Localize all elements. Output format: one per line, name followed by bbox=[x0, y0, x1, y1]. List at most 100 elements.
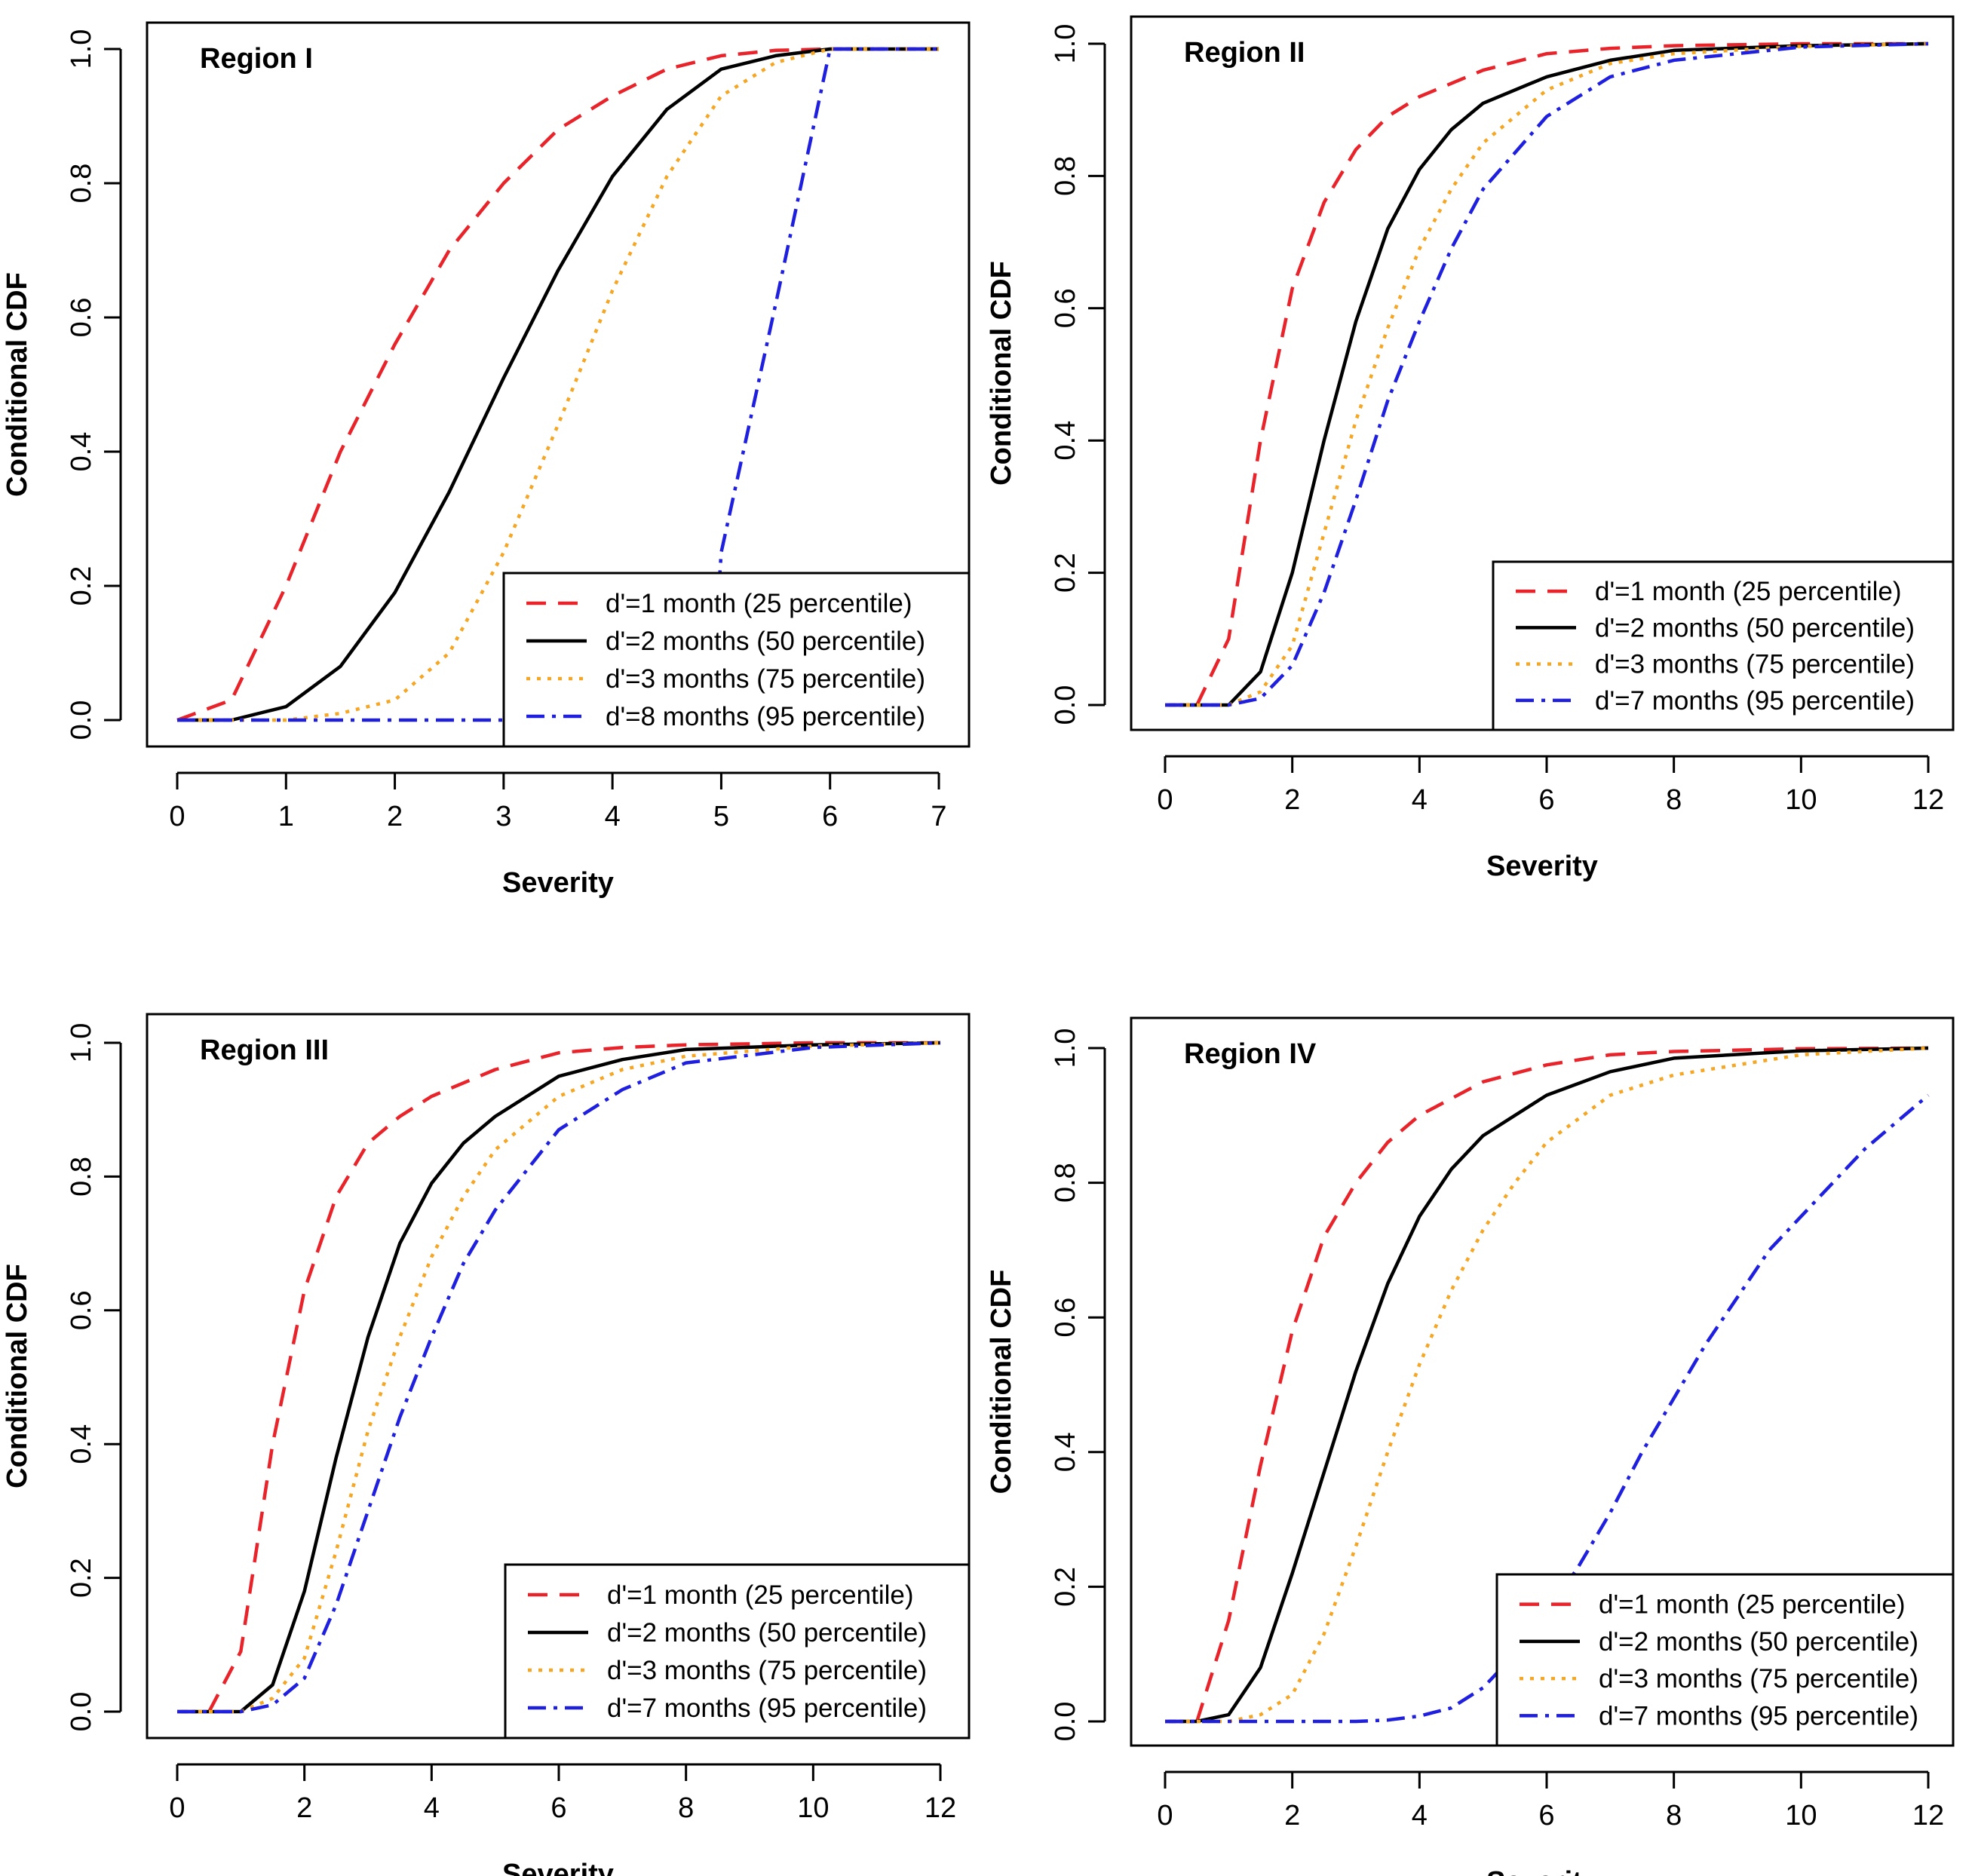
x-tick-label: 0 bbox=[1157, 1800, 1173, 1832]
x-tick-label: 12 bbox=[925, 1792, 956, 1824]
y-tick-label: 1.0 bbox=[66, 1023, 97, 1063]
series-line-2 bbox=[177, 1041, 941, 1714]
x-tick-label: 4 bbox=[1412, 1800, 1428, 1832]
x-tick-label: 8 bbox=[678, 1792, 694, 1824]
y-tick-label: 0.4 bbox=[1050, 421, 1081, 461]
y-tick-label: 0.0 bbox=[66, 700, 97, 740]
series-line-2 bbox=[177, 47, 939, 722]
legend-entry: d'=3 months (75 percentile) bbox=[1599, 1664, 1918, 1694]
x-tick-label: 12 bbox=[1912, 1800, 1944, 1832]
chart-panel-1: 0 1 2 3 4 5 6 7 0.0 0.2 0.4 0.6 0.8 1.0 Severity Condit… bbox=[2, 21, 971, 899]
x-tick-label: 2 bbox=[1284, 784, 1300, 816]
x-tick-label: 1 bbox=[278, 801, 294, 832]
x-tick-label: 2 bbox=[1284, 1800, 1300, 1832]
x-tick-label: 6 bbox=[1538, 784, 1554, 816]
series-line-3 bbox=[1165, 1046, 1929, 1724]
series-line-4 bbox=[1165, 1093, 1930, 1724]
legend-entry: d'=2 months (50 percentile) bbox=[607, 1618, 927, 1648]
y-tick-label: 0.0 bbox=[66, 1692, 97, 1732]
y-tick-label: 0.8 bbox=[66, 164, 97, 204]
x-tick-label: 0 bbox=[169, 801, 185, 832]
x-tick-label: 2 bbox=[387, 801, 403, 832]
y-tick-label: 0.4 bbox=[1050, 1432, 1081, 1472]
panel-title: Region I bbox=[200, 43, 313, 75]
legend-entry: d'=8 months (95 percentile) bbox=[606, 702, 925, 731]
legend-entry: d'=7 months (95 percentile) bbox=[1595, 686, 1915, 716]
panel-title: Region IV bbox=[1184, 1038, 1317, 1070]
x-tick-label: 6 bbox=[550, 1792, 566, 1824]
series-line-3 bbox=[177, 1041, 941, 1714]
x-axis-title: Severity bbox=[502, 867, 614, 899]
x-tick-label: 8 bbox=[1666, 784, 1682, 816]
x-tick-label: 10 bbox=[1785, 1800, 1817, 1832]
y-tick-label: 0.8 bbox=[66, 1157, 97, 1197]
legend-entry: d'=3 months (75 percentile) bbox=[606, 664, 925, 694]
x-tick-label: 8 bbox=[1666, 1800, 1682, 1832]
series-line-1 bbox=[1165, 1046, 1929, 1724]
y-axis-title: Conditional CDF bbox=[2, 272, 33, 497]
y-axis-title: Conditional CDF bbox=[986, 1270, 1017, 1494]
y-tick-label: 1.0 bbox=[1050, 24, 1081, 64]
legend-entry: d'=1 month (25 percentile) bbox=[1599, 1590, 1906, 1620]
legend-entry: d'=1 month (25 percentile) bbox=[1595, 577, 1902, 606]
y-tick-label: 0.2 bbox=[66, 1558, 97, 1598]
x-axis-title: Severity bbox=[1486, 851, 1598, 882]
x-tick-label: 6 bbox=[1538, 1800, 1554, 1832]
y-tick-label: 0.2 bbox=[66, 566, 97, 606]
y-axis-title: Conditional CDF bbox=[986, 261, 1017, 486]
y-axis-title: Conditional CDF bbox=[2, 1264, 33, 1488]
legend-entry: d'=7 months (95 percentile) bbox=[607, 1694, 927, 1723]
series-line-3 bbox=[1165, 41, 1929, 707]
y-tick-label: 0.6 bbox=[1050, 1298, 1081, 1338]
x-tick-label: 2 bbox=[296, 1792, 312, 1824]
y-tick-label: 0.2 bbox=[1050, 1567, 1081, 1607]
legend-entry: d'=2 months (50 percentile) bbox=[1595, 613, 1915, 642]
x-tick-label: 4 bbox=[605, 801, 621, 832]
x-axis-title: Severity bbox=[502, 1859, 614, 1876]
panel-title: Region II bbox=[1184, 37, 1305, 69]
legend-entry: d'=3 months (75 percentile) bbox=[607, 1656, 927, 1685]
y-tick-label: 0.6 bbox=[1050, 288, 1081, 328]
legend-entry: d'=2 months (50 percentile) bbox=[1599, 1627, 1918, 1657]
y-tick-label: 0.2 bbox=[1050, 553, 1081, 593]
x-tick-label: 3 bbox=[495, 801, 511, 832]
x-tick-label: 10 bbox=[1785, 784, 1817, 816]
series-line-2 bbox=[1165, 1046, 1929, 1724]
x-tick-label: 7 bbox=[931, 801, 946, 832]
x-tick-label: 6 bbox=[822, 801, 838, 832]
chart-panel-4: 0 2 4 6 8 10 12 0.0 0.2 0.4 0.6 0.8 1.0 Severity Condi… bbox=[986, 1016, 1955, 1876]
chart-panel-2: 0 2 4 6 8 10 12 0.0 0.2 0.4 0.6 0.8 1.0 Severity Condi… bbox=[986, 15, 1955, 882]
x-tick-label: 4 bbox=[424, 1792, 440, 1824]
y-tick-label: 0.8 bbox=[1050, 1163, 1081, 1203]
y-tick-label: 0.6 bbox=[66, 1290, 97, 1330]
series-line-1 bbox=[177, 1041, 940, 1714]
y-tick-label: 0.4 bbox=[66, 1424, 97, 1464]
series-line-1 bbox=[176, 47, 939, 722]
legend-entry: d'=3 months (75 percentile) bbox=[1595, 650, 1915, 679]
panel-title: Region III bbox=[200, 1035, 329, 1066]
x-tick-label: 0 bbox=[169, 1792, 185, 1824]
y-tick-label: 1.0 bbox=[66, 29, 97, 69]
y-tick-label: 1.0 bbox=[1050, 1028, 1081, 1068]
x-axis-title: Severity bbox=[1486, 1866, 1598, 1876]
series-line-1 bbox=[1165, 41, 1928, 707]
x-tick-label: 10 bbox=[797, 1792, 829, 1824]
y-tick-label: 0.0 bbox=[1050, 685, 1081, 725]
x-tick-label: 0 bbox=[1157, 784, 1173, 816]
y-tick-label: 0.0 bbox=[1050, 1702, 1081, 1742]
series-line-4 bbox=[177, 1041, 941, 1714]
y-tick-label: 0.4 bbox=[66, 432, 97, 472]
series-line-4 bbox=[1165, 41, 1929, 707]
y-tick-label: 0.6 bbox=[66, 298, 97, 338]
x-tick-label: 12 bbox=[1912, 784, 1944, 816]
legend-entry: d'=7 months (95 percentile) bbox=[1599, 1701, 1918, 1730]
legend-entry: d'=1 month (25 percentile) bbox=[606, 589, 912, 618]
x-tick-label: 5 bbox=[713, 801, 729, 832]
series-line-2 bbox=[1165, 41, 1929, 707]
legend-entry: d'=2 months (50 percentile) bbox=[606, 627, 925, 656]
chart-panel-3: 0 2 4 6 8 10 12 0.0 0.2 0.4 0.6 0.8 1.0 Severity Condi… bbox=[2, 1013, 971, 1876]
legend-entry: d'=1 month (25 percentile) bbox=[607, 1580, 914, 1610]
x-tick-label: 4 bbox=[1412, 784, 1428, 816]
y-tick-label: 0.8 bbox=[1050, 156, 1081, 196]
